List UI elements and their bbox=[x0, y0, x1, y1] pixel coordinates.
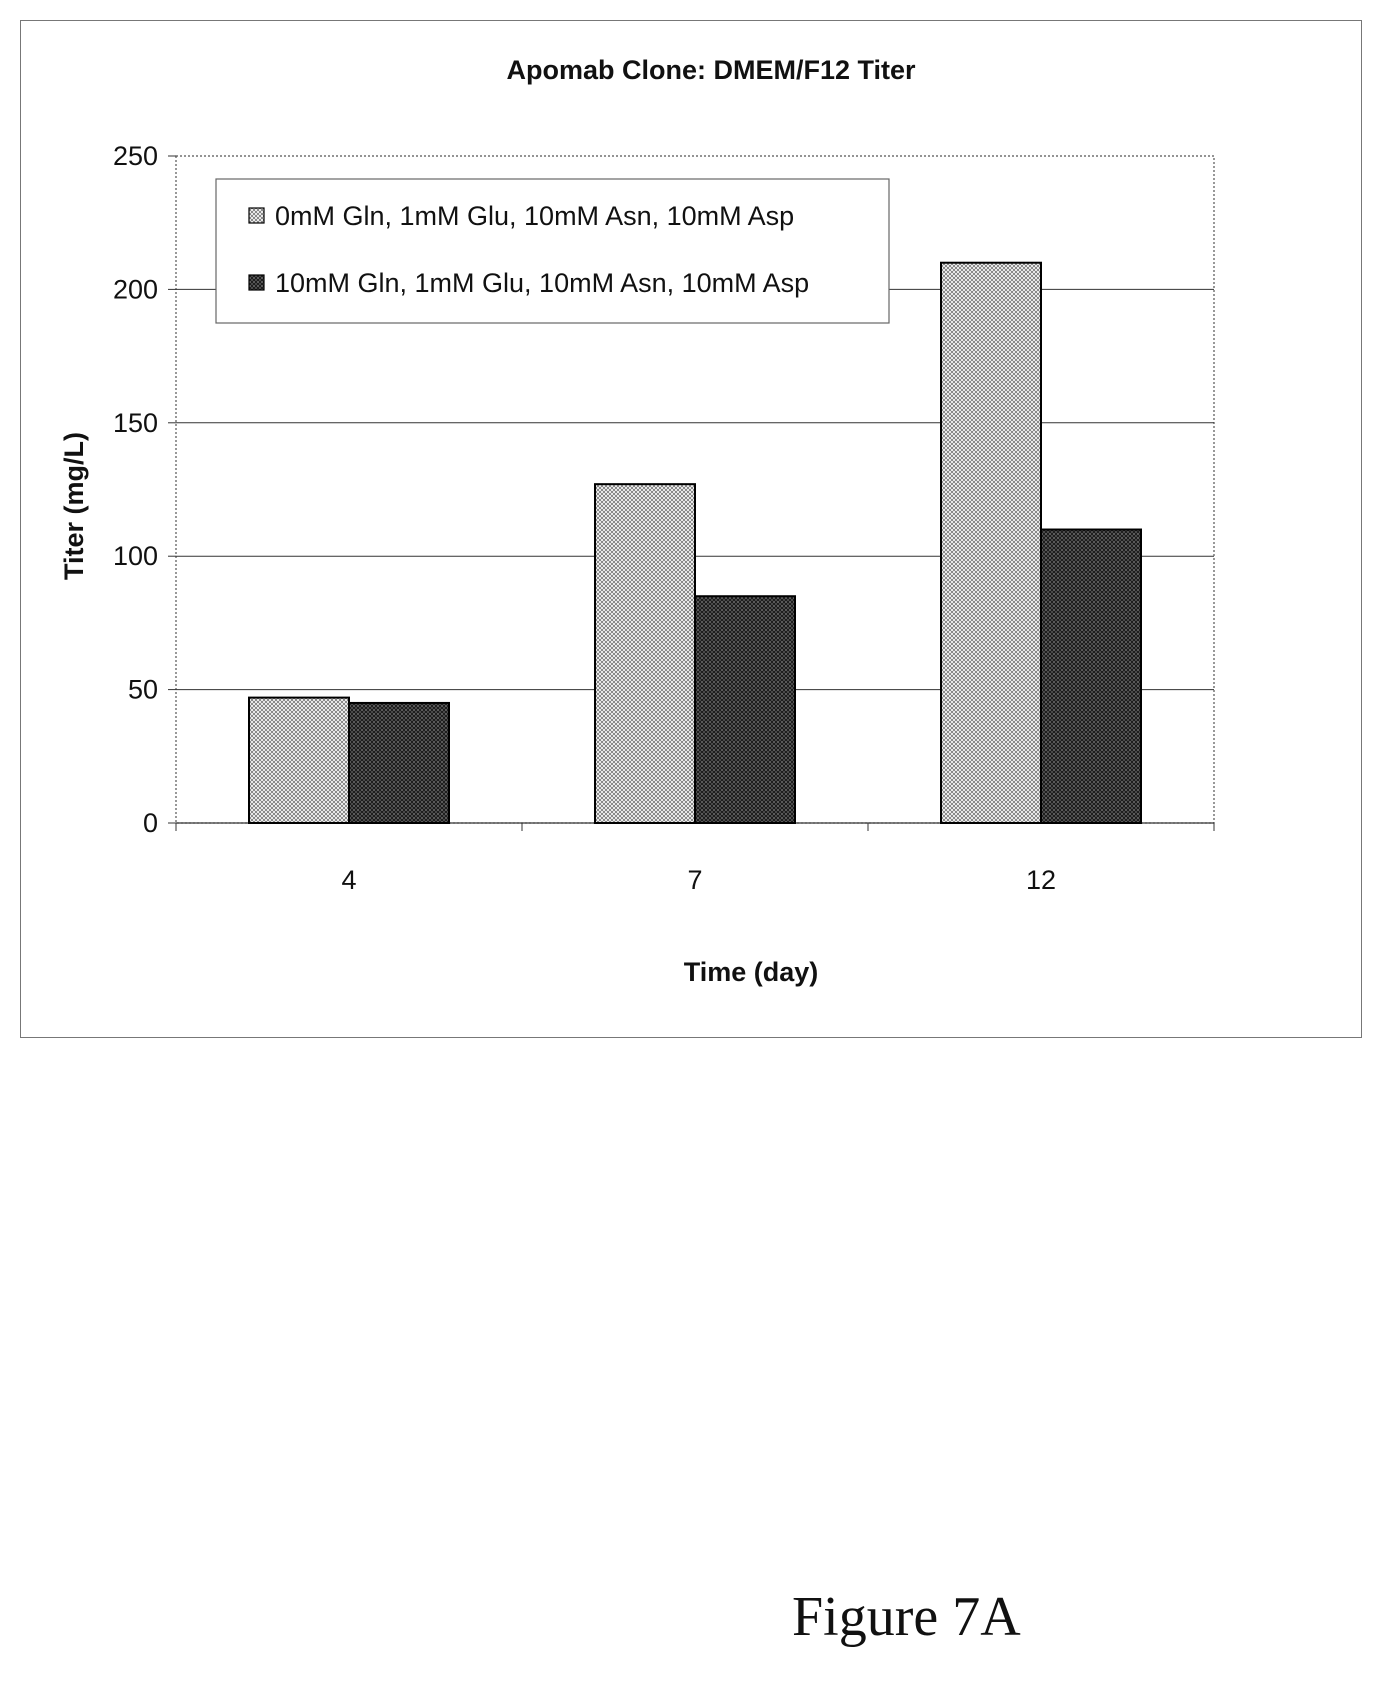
bar-series-2 bbox=[348, 701, 450, 824]
legend-label-series-2: 10mM Gln, 1mM Glu, 10mM Asn, 10mM Asp bbox=[275, 268, 809, 298]
y-tick-label: 100 bbox=[113, 541, 158, 571]
legend-label-series-1: 0mM Gln, 1mM Glu, 10mM Asn, 10mM Asp bbox=[275, 201, 794, 231]
bar-series-1 bbox=[248, 696, 350, 824]
bar-chart: Apomab Clone: DMEM/F12 Titer 0 50 100 150 20… bbox=[59, 55, 1215, 987]
chart-frame: Apomab Clone: DMEM/F12 Titer 0 50 100 150 20… bbox=[20, 20, 1362, 1038]
y-tick-label: 50 bbox=[128, 675, 158, 705]
bar-series-1 bbox=[940, 261, 1042, 825]
y-tick-label: 0 bbox=[143, 808, 158, 838]
bar-series-1 bbox=[594, 483, 696, 824]
bar-series-2 bbox=[694, 595, 796, 824]
legend: 0mM Gln, 1mM Glu, 10mM Asn, 10mM Asp 10m… bbox=[215, 178, 890, 324]
x-tick-label: 4 bbox=[341, 865, 356, 895]
y-tick-label: 250 bbox=[113, 141, 158, 171]
legend-swatch-series-1 bbox=[248, 207, 265, 224]
x-tick-label: 7 bbox=[687, 865, 702, 895]
figure-caption: Figure 7A bbox=[792, 1586, 1021, 1648]
chart-title: Apomab Clone: DMEM/F12 Titer bbox=[506, 55, 916, 85]
x-tick-label: 12 bbox=[1026, 865, 1056, 895]
y-axis-label: Titer (mg/L) bbox=[59, 432, 89, 580]
legend-box bbox=[215, 178, 890, 324]
y-tick-label: 200 bbox=[113, 274, 158, 304]
y-tick-label: 150 bbox=[113, 408, 158, 438]
legend-swatch-series-2 bbox=[248, 274, 265, 291]
bar-series-2 bbox=[1040, 528, 1142, 824]
plot-area: 0 50 100 150 200 250 4 7 12 bbox=[113, 141, 1215, 895]
x-axis-label: Time (day) bbox=[684, 957, 819, 987]
